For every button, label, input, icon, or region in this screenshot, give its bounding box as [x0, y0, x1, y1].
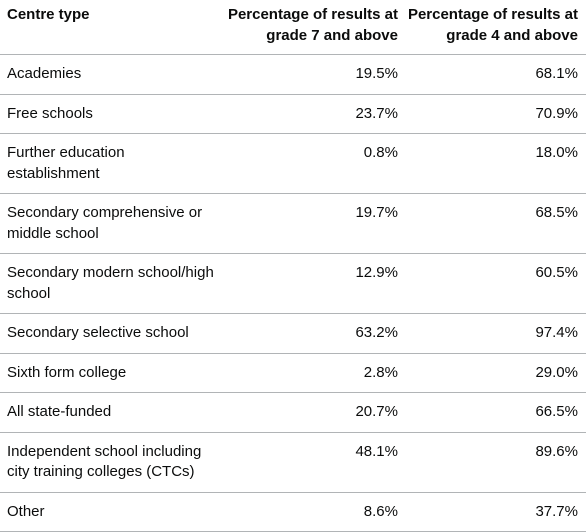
grade-7-cell: 19.5% — [218, 54, 404, 95]
centre-type-cell: Secondary selective school — [0, 313, 218, 354]
table-row: Secondary modern school/high school 12.9… — [0, 253, 586, 314]
grade-7-cell: 12.9% — [218, 253, 404, 314]
grade-4-cell: 66.5% — [404, 392, 586, 433]
grade-7-cell: 23.7% — [218, 94, 404, 134]
header-grade-7: Percentage of results at grade 7 and abo… — [218, 0, 404, 55]
header-grade-4: Percentage of results at grade 4 and abo… — [404, 0, 586, 55]
grade-4-cell: 29.0% — [404, 353, 586, 393]
table-row: Further education establishment 0.8% 18.… — [0, 133, 586, 194]
centre-type-cell: Free schools — [0, 94, 218, 134]
table-row: Independent school including city traini… — [0, 432, 586, 493]
table-row: All state-funded 20.7% 66.5% — [0, 392, 586, 433]
header-row: Centre type Percentage of results at gra… — [0, 0, 586, 55]
grade-4-cell: 68.5% — [404, 193, 586, 254]
centre-type-cell: Academies — [0, 54, 218, 95]
grade-7-cell: 8.6% — [218, 492, 404, 532]
table-row: Sixth form college 2.8% 29.0% — [0, 353, 586, 393]
centre-type-cell: Sixth form college — [0, 353, 218, 393]
table-row: Other 8.6% 37.7% — [0, 492, 586, 532]
grade-7-cell: 2.8% — [218, 353, 404, 393]
grade-7-cell: 20.7% — [218, 392, 404, 433]
grade-7-cell: 63.2% — [218, 313, 404, 354]
grade-4-cell: 97.4% — [404, 313, 586, 354]
table-row: Academies 19.5% 68.1% — [0, 54, 586, 95]
table-row: Free schools 23.7% 70.9% — [0, 94, 586, 134]
centre-type-cell: Independent school including city traini… — [0, 432, 218, 493]
grade-4-cell: 37.7% — [404, 492, 586, 532]
grade-7-cell: 0.8% — [218, 133, 404, 194]
table-row: Secondary selective school 63.2% 97.4% — [0, 313, 586, 354]
grade-4-cell: 68.1% — [404, 54, 586, 95]
grade-7-cell: 48.1% — [218, 432, 404, 493]
grade-4-cell: 89.6% — [404, 432, 586, 493]
centre-type-cell: Secondary modern school/high school — [0, 253, 218, 314]
table-row: Secondary comprehensive or middle school… — [0, 193, 586, 254]
centre-type-cell: Other — [0, 492, 218, 532]
header-centre-type: Centre type — [0, 0, 218, 55]
centre-type-cell: Further education establishment — [0, 133, 218, 194]
grade-4-cell: 60.5% — [404, 253, 586, 314]
centre-type-cell: Secondary comprehensive or middle school — [0, 193, 218, 254]
centre-type-cell: All state-funded — [0, 392, 218, 433]
grade-7-cell: 19.7% — [218, 193, 404, 254]
grade-4-cell: 18.0% — [404, 133, 586, 194]
grade-4-cell: 70.9% — [404, 94, 586, 134]
